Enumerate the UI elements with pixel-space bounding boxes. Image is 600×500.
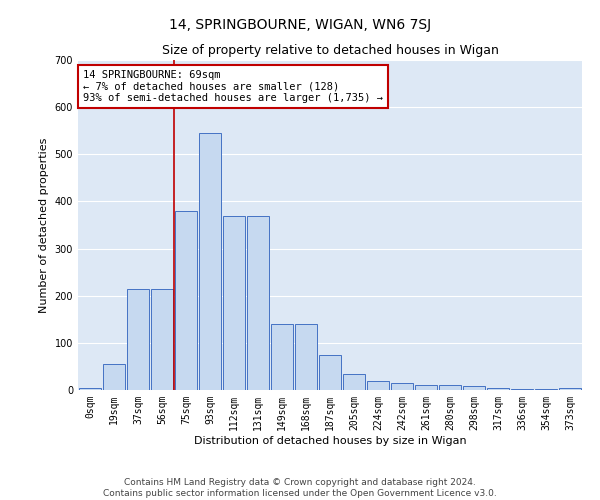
X-axis label: Distribution of detached houses by size in Wigan: Distribution of detached houses by size … [194,436,466,446]
Bar [511,388,533,390]
Bar [319,354,341,390]
Bar [127,288,149,390]
Bar [151,288,173,390]
Bar [79,388,101,390]
Bar [175,211,197,390]
Bar [343,374,365,390]
Title: Size of property relative to detached houses in Wigan: Size of property relative to detached ho… [161,44,499,58]
Bar [271,324,293,390]
Bar [247,216,269,390]
Bar [487,388,509,390]
Bar [463,386,485,390]
Text: 14, SPRINGBOURNE, WIGAN, WN6 7SJ: 14, SPRINGBOURNE, WIGAN, WN6 7SJ [169,18,431,32]
Bar [295,324,317,390]
Bar [103,364,125,390]
Bar [559,388,581,390]
Bar [415,386,437,390]
Bar [223,216,245,390]
Bar [535,388,557,390]
Y-axis label: Number of detached properties: Number of detached properties [39,138,49,312]
Bar [391,383,413,390]
Text: 14 SPRINGBOURNE: 69sqm
← 7% of detached houses are smaller (128)
93% of semi-det: 14 SPRINGBOURNE: 69sqm ← 7% of detached … [83,70,383,103]
Bar [439,386,461,390]
Bar [199,133,221,390]
Bar [367,380,389,390]
Text: Contains HM Land Registry data © Crown copyright and database right 2024.
Contai: Contains HM Land Registry data © Crown c… [103,478,497,498]
